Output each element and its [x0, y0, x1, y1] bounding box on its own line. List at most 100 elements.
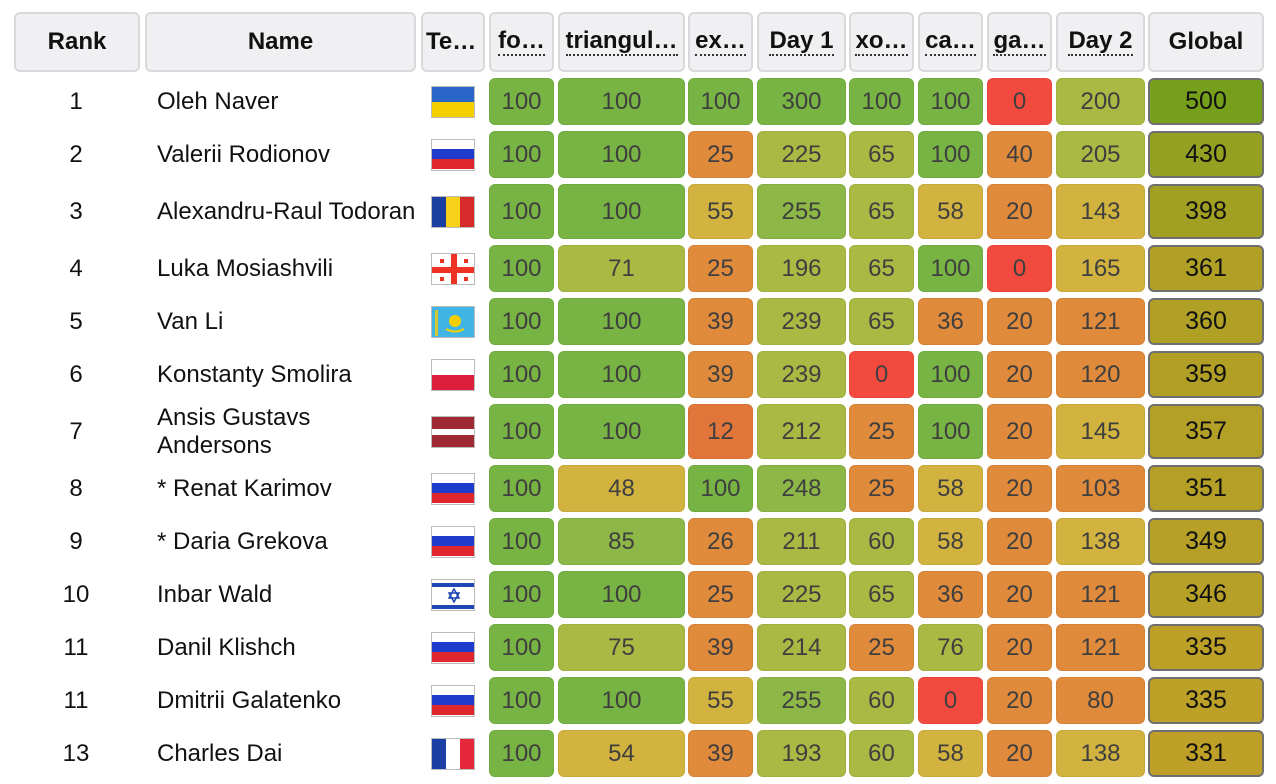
score-cell: 100 [918, 351, 983, 398]
score-cell: 76 [918, 624, 983, 671]
rank-cell: 1 [69, 87, 83, 115]
score-cell: 100 [558, 404, 685, 459]
rank-cell: 6 [69, 360, 83, 388]
score-cell: 225 [757, 571, 846, 618]
rank-cell: 2 [69, 140, 83, 168]
ukraine-flag-icon [431, 85, 475, 118]
header-task-triangul[interactable]: triangul… [558, 12, 685, 72]
score-cell: 20 [987, 571, 1052, 618]
score-cell: 65 [849, 245, 914, 292]
contestant-name[interactable]: * Daria Grekova [157, 527, 328, 555]
score-cell: 120 [1056, 351, 1145, 398]
rank-cell: 10 [62, 580, 90, 608]
global-score-cell: 430 [1148, 131, 1264, 178]
score-cell: 100 [918, 78, 983, 125]
latvia-flag-icon [431, 415, 475, 448]
score-cell: 255 [757, 184, 846, 239]
score-cell: 255 [757, 677, 846, 724]
contestant-name[interactable]: Luka Mosiashvili [157, 254, 334, 282]
russia-flag-icon [431, 631, 475, 664]
score-cell: 20 [987, 351, 1052, 398]
score-cell: 121 [1056, 624, 1145, 671]
score-cell: 100 [918, 245, 983, 292]
score-cell: 225 [757, 131, 846, 178]
header-day1[interactable]: Day 1 [757, 12, 846, 72]
score-cell: 85 [558, 518, 685, 565]
header-day2[interactable]: Day 2 [1056, 12, 1145, 72]
score-cell: 100 [918, 404, 983, 459]
score-cell: 65 [849, 184, 914, 239]
score-cell: 248 [757, 465, 846, 512]
score-cell: 100 [558, 351, 685, 398]
contestant-name[interactable]: Danil Klishch [157, 633, 296, 661]
score-cell: 100 [558, 131, 685, 178]
global-score-cell: 398 [1148, 184, 1264, 239]
rank-cell: 9 [69, 527, 83, 555]
kazakhstan-flag-icon [431, 305, 475, 338]
score-cell: 121 [1056, 571, 1145, 618]
score-cell: 20 [987, 298, 1052, 345]
contestant-name[interactable]: Ansis Gustavs Andersons [157, 403, 311, 459]
score-cell: 65 [849, 131, 914, 178]
contestant-name[interactable]: Oleh Naver [157, 87, 279, 115]
score-cell: 20 [987, 518, 1052, 565]
score-cell: 212 [757, 404, 846, 459]
contestant-name[interactable]: Charles Dai [157, 739, 283, 767]
score-cell: 100 [918, 131, 983, 178]
contestant-name[interactable]: Van Li [157, 307, 224, 335]
header-name[interactable]: Name [145, 12, 416, 72]
russia-flag-icon [431, 684, 475, 717]
score-cell: 100 [849, 78, 914, 125]
score-cell: 138 [1056, 518, 1145, 565]
contestant-name[interactable]: Valerii Rodionov [157, 140, 330, 168]
rank-cell: 7 [69, 417, 83, 445]
score-cell: 12 [688, 404, 753, 459]
score-cell: 205 [1056, 131, 1145, 178]
score-cell: 145 [1056, 404, 1145, 459]
rank-cell: 13 [62, 739, 90, 767]
score-cell: 39 [688, 298, 753, 345]
score-cell: 193 [757, 730, 846, 777]
score-cell: 0 [987, 245, 1052, 292]
global-score-cell: 335 [1148, 677, 1264, 724]
header-global[interactable]: Global [1148, 12, 1264, 72]
global-score-cell: 357 [1148, 404, 1264, 459]
header-task-fo[interactable]: fo… [489, 12, 554, 72]
israel-flag-icon [431, 578, 475, 611]
header-task-ga[interactable]: ga… [987, 12, 1052, 72]
score-cell: 100 [489, 245, 554, 292]
score-cell: 100 [558, 184, 685, 239]
contestant-name[interactable]: Konstanty Smolira [157, 360, 352, 388]
score-cell: 0 [849, 351, 914, 398]
global-score-cell: 349 [1148, 518, 1264, 565]
contestant-name[interactable]: Alexandru-Raul Todoran [157, 197, 416, 225]
score-cell: 100 [489, 518, 554, 565]
contestant-name[interactable]: * Renat Karimov [157, 474, 332, 502]
score-cell: 100 [558, 677, 685, 724]
score-cell: 60 [849, 677, 914, 724]
score-cell: 100 [558, 78, 685, 125]
score-cell: 65 [849, 571, 914, 618]
contestant-name[interactable]: Dmitrii Galatenko [157, 686, 342, 714]
score-cell: 20 [987, 465, 1052, 512]
global-score-cell: 360 [1148, 298, 1264, 345]
global-score-cell: 335 [1148, 624, 1264, 671]
score-cell: 60 [849, 730, 914, 777]
contestant-name[interactable]: Inbar Wald [157, 580, 273, 608]
georgia-flag-icon [431, 252, 475, 285]
score-cell: 143 [1056, 184, 1145, 239]
header-team[interactable]: Te… [421, 12, 485, 72]
score-cell: 80 [1056, 677, 1145, 724]
score-cell: 25 [688, 571, 753, 618]
global-score-cell: 351 [1148, 465, 1264, 512]
poland-flag-icon [431, 358, 475, 391]
score-cell: 36 [918, 571, 983, 618]
header-rank[interactable]: Rank [14, 12, 140, 72]
rank-cell: 5 [69, 307, 83, 335]
score-cell: 100 [489, 730, 554, 777]
score-cell: 25 [849, 624, 914, 671]
header-task-xo[interactable]: xo… [849, 12, 914, 72]
header-task-ex[interactable]: ex… [688, 12, 753, 72]
header-task-ca[interactable]: ca… [918, 12, 983, 72]
rank-cell: 11 [63, 686, 89, 714]
